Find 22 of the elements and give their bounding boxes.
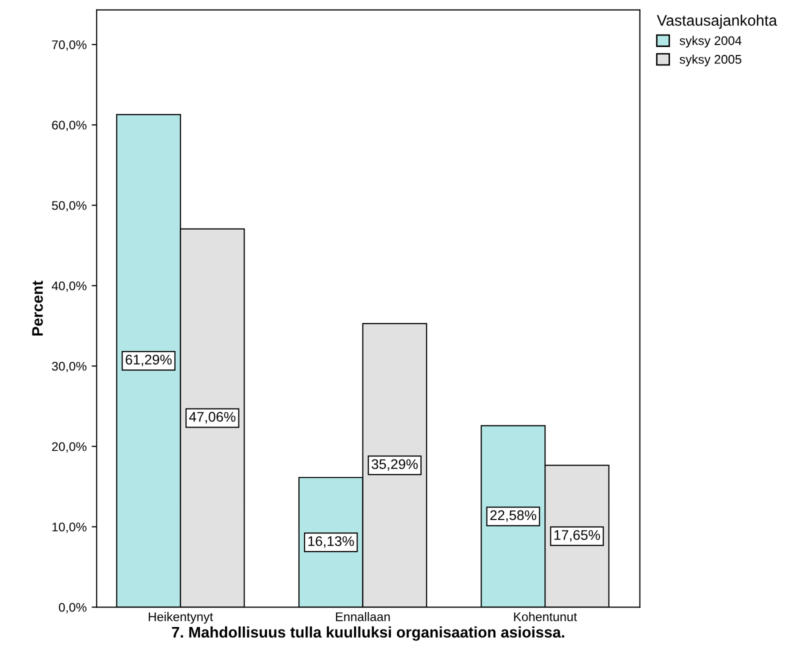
x-tick-label: Kohentunut — [514, 612, 577, 622]
y-tick-label: 50,0% — [52, 201, 86, 212]
data-label: 17,65% — [554, 530, 600, 542]
legend-label: syksy 2004 — [680, 36, 742, 48]
legend-label: syksy 2005 — [680, 54, 742, 66]
y-tick-label: 20,0% — [52, 442, 86, 453]
x-tick-label: Ennallaan — [336, 612, 390, 622]
data-label: 35,29% — [372, 459, 418, 471]
y-tick-label: 30,0% — [52, 362, 86, 372]
x-tick-label: Heikentynyt — [148, 612, 214, 624]
y-tick-label: 40,0% — [52, 281, 86, 292]
y-tick-label: 60,0% — [52, 120, 86, 132]
y-tick-label: 70,0% — [52, 40, 86, 51]
y-tick-label: 0,0% — [58, 602, 86, 614]
y-tick-label: 10,0% — [52, 522, 86, 533]
y-axis-title: Percent — [32, 280, 43, 336]
data-label: 22,58% — [490, 510, 536, 522]
legend-title: Vastausajankohta — [656, 14, 778, 29]
data-label: 47,06% — [189, 412, 236, 424]
data-label: 16,13% — [308, 536, 354, 548]
x-axis-title: 7. Mahdollisuus tulla kuulluksi organisaation asioissa. — [172, 626, 564, 641]
data-label: 61,29% — [126, 354, 172, 366]
